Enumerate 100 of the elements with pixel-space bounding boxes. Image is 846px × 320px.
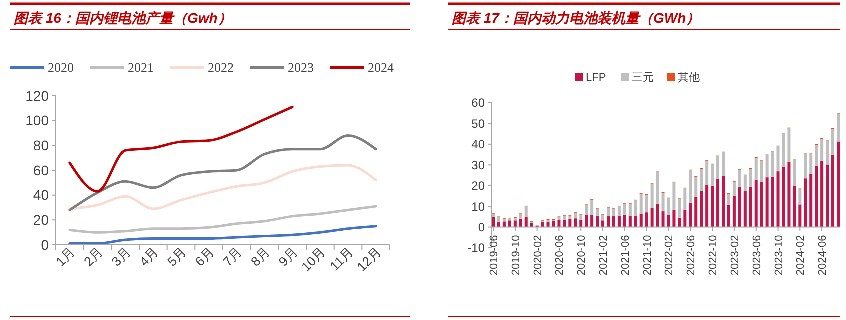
legend-label: 2022 [208, 60, 234, 75]
bar [568, 219, 572, 228]
bar [628, 204, 632, 216]
bar [793, 186, 796, 228]
x-tick-label: 3月 [108, 244, 134, 270]
bar [628, 216, 632, 228]
bar [722, 176, 726, 228]
y-tick-label: 20 [33, 212, 50, 228]
line-series [68, 205, 378, 234]
y-tick-label: 0 [41, 236, 50, 253]
x-tick-label: 2024-06 [817, 235, 830, 276]
x-tick-label: 10月 [298, 244, 329, 275]
bar [815, 145, 818, 166]
bar [826, 140, 830, 165]
bar [596, 216, 600, 228]
line-series [68, 106, 294, 193]
bar [727, 205, 730, 228]
bar [694, 197, 698, 228]
bar [606, 208, 610, 217]
bar [754, 158, 758, 180]
bar [700, 191, 704, 228]
bar [612, 216, 616, 228]
y-tick-label: 30 [472, 158, 486, 172]
bar [662, 212, 665, 228]
x-tick-label: 12月 [354, 244, 384, 275]
legend-label: 2024 [368, 60, 394, 75]
bar [760, 160, 764, 182]
bar [776, 172, 780, 228]
bar [744, 176, 747, 192]
bar [618, 206, 621, 216]
bar [738, 188, 742, 228]
y-tick-label: 10 [472, 200, 486, 214]
bar [771, 177, 774, 228]
bar [563, 220, 566, 228]
bar [782, 134, 786, 167]
bar [558, 220, 561, 228]
x-tick-label: 2019-06 [488, 235, 501, 276]
bar [574, 218, 578, 228]
bar [678, 199, 682, 218]
bar [732, 182, 736, 196]
bar [574, 213, 578, 219]
bar [716, 156, 720, 180]
bar [744, 191, 747, 228]
bar [832, 155, 835, 228]
y-tick-label: 100 [26, 112, 50, 129]
x-tick-label: 2021-02 [598, 235, 610, 276]
y-tick-label: 40 [33, 187, 50, 204]
bar [618, 216, 621, 228]
bar [749, 169, 752, 188]
bar [602, 215, 605, 221]
bar [606, 216, 610, 228]
bar [519, 219, 522, 228]
x-tick-label: 2019-10 [510, 235, 522, 276]
bar [612, 209, 616, 217]
bar [645, 194, 648, 213]
bar [672, 210, 676, 228]
bar [519, 214, 522, 220]
bar [497, 217, 500, 223]
bar [662, 193, 665, 212]
bar [623, 214, 626, 228]
bar [640, 194, 643, 214]
bar [634, 200, 638, 216]
bar [678, 218, 682, 228]
bar [771, 152, 774, 178]
x-tick-label: 2023-02 [729, 235, 742, 276]
bar [640, 214, 643, 228]
bar [776, 146, 780, 172]
bar [585, 205, 588, 216]
x-tick-label: 2020-02 [532, 235, 544, 276]
bar [546, 222, 550, 228]
bar [793, 160, 796, 186]
y-tick-label: -10 [468, 241, 486, 256]
bar [684, 188, 687, 210]
bar [716, 179, 720, 228]
y-tick-label: 80 [33, 138, 50, 154]
bar [798, 204, 802, 228]
bar [738, 170, 742, 188]
y-tick-label: 60 [33, 162, 50, 178]
bar [700, 169, 704, 192]
bar [650, 184, 654, 208]
bar [602, 220, 605, 228]
bar [820, 161, 824, 228]
bar [836, 114, 840, 142]
bar [558, 217, 561, 220]
y-tick-label: 50 [472, 116, 486, 131]
bar [804, 154, 808, 179]
x-tick-label: 2022-02 [664, 235, 676, 276]
bar [684, 210, 687, 228]
bar [585, 215, 588, 228]
bar [727, 194, 730, 206]
bar [552, 221, 556, 228]
bar [788, 162, 791, 228]
bar [798, 189, 802, 205]
bar [711, 164, 714, 186]
bar [706, 161, 709, 186]
y-tick-label: 20 [472, 179, 486, 194]
bar [502, 222, 506, 228]
bar [580, 220, 583, 228]
chart-title: 图表 17：国内动力电池装机量（GWh） [452, 10, 700, 26]
bar [832, 129, 835, 156]
